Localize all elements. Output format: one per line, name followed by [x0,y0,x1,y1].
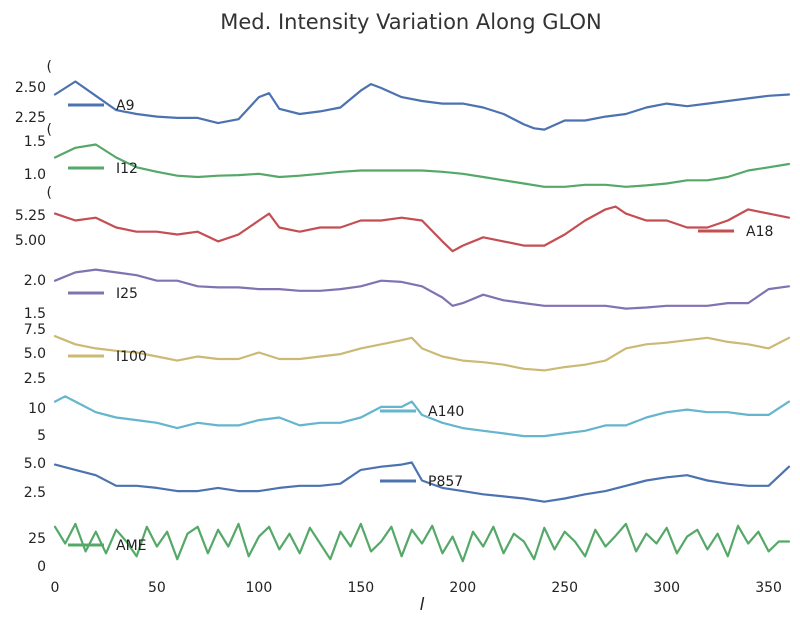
y-tick-label: 5.00 [15,233,46,249]
x-axis: 0 50 100 150 200 250 300 350 [51,580,782,596]
y-tick-label-clipped: ( [47,59,52,75]
series-line-i25 [53,268,791,310]
legend-a9: A9 [68,98,134,114]
legend-label: A9 [116,98,134,114]
panel-i100: 2.5 5.0 7.5 I100 [24,322,791,387]
y-tick-label: 5.25 [15,208,46,224]
x-tick-label: 100 [246,580,273,596]
legend-label: A18 [746,224,773,240]
y-tick-label: 2.0 [24,273,46,289]
y-tick-label: 2.50 [15,80,46,96]
legend-i12: I12 [68,161,138,177]
y-tick-label: 5 [37,428,46,444]
y-tick-label: 5.0 [24,456,46,472]
legend-label: I25 [116,286,138,302]
x-tick-label: 300 [653,580,680,596]
y-tick-label: 2.25 [15,110,46,126]
x-tick-label: 0 [51,580,60,596]
series-line-p857 [53,461,791,503]
y-tick-label: 2.5 [24,371,46,387]
series-line-ame [53,522,791,563]
series-line-i100 [53,335,791,372]
legend-i100: I100 [68,349,147,365]
y-tick-label-clipped: ( [47,185,52,201]
legend-p857: P857 [380,474,463,490]
y-tick-label: 1.5 [24,134,46,150]
y-tick-label: 1.0 [24,167,46,183]
legend-a140: A140 [380,404,464,420]
legend-i25: I25 [68,286,138,302]
x-tick-label: 200 [449,580,476,596]
panel-a18: 5.00 5.25( A18 [15,185,791,253]
x-axis-label: l [420,595,425,615]
series-line-a140 [53,395,791,438]
series-line-a18 [53,205,791,253]
y-tick-label: 2.5 [24,485,46,501]
panel-ame: 0 25 AME [28,522,791,575]
legend-label: A140 [428,404,464,420]
legend-label: I12 [116,161,138,177]
legend-label: P857 [428,474,463,490]
y-tick-label: 25 [28,531,46,547]
panel-p857: 2.5 5.0 P857 [24,456,791,503]
legend-ame: AME [68,538,147,554]
y-tick-label: 7.5 [24,322,46,338]
y-tick-label: 10 [28,401,46,417]
legend-a18: A18 [698,224,773,240]
y-tick-label: 0 [37,559,46,575]
x-tick-label: 250 [551,580,578,596]
x-tick-label: 150 [347,580,374,596]
panel-i12: 1.0 1.5( I12 [24,122,791,188]
panel-i25: 1.5 2.0 I25 [24,268,791,322]
x-tick-label: 50 [148,580,166,596]
x-tick-label: 350 [755,580,782,596]
y-tick-label: 1.5 [24,306,46,322]
y-tick-label-clipped: ( [47,122,52,138]
legend-label: I100 [116,349,147,365]
legend-label: AME [116,538,147,554]
y-tick-label: 5.0 [24,346,46,362]
panel-a9: 2.25 2.50( A9 [15,59,791,131]
series-line-a9 [53,80,791,131]
series-line-i12 [53,143,791,188]
panels-group: 2.252.50(A91.01.5(I125.005.25(A181.52.0I… [15,59,791,575]
chart-title: Med. Intensity Variation Along GLON [220,10,601,34]
panel-a140: 5 10 A140 [28,395,791,444]
